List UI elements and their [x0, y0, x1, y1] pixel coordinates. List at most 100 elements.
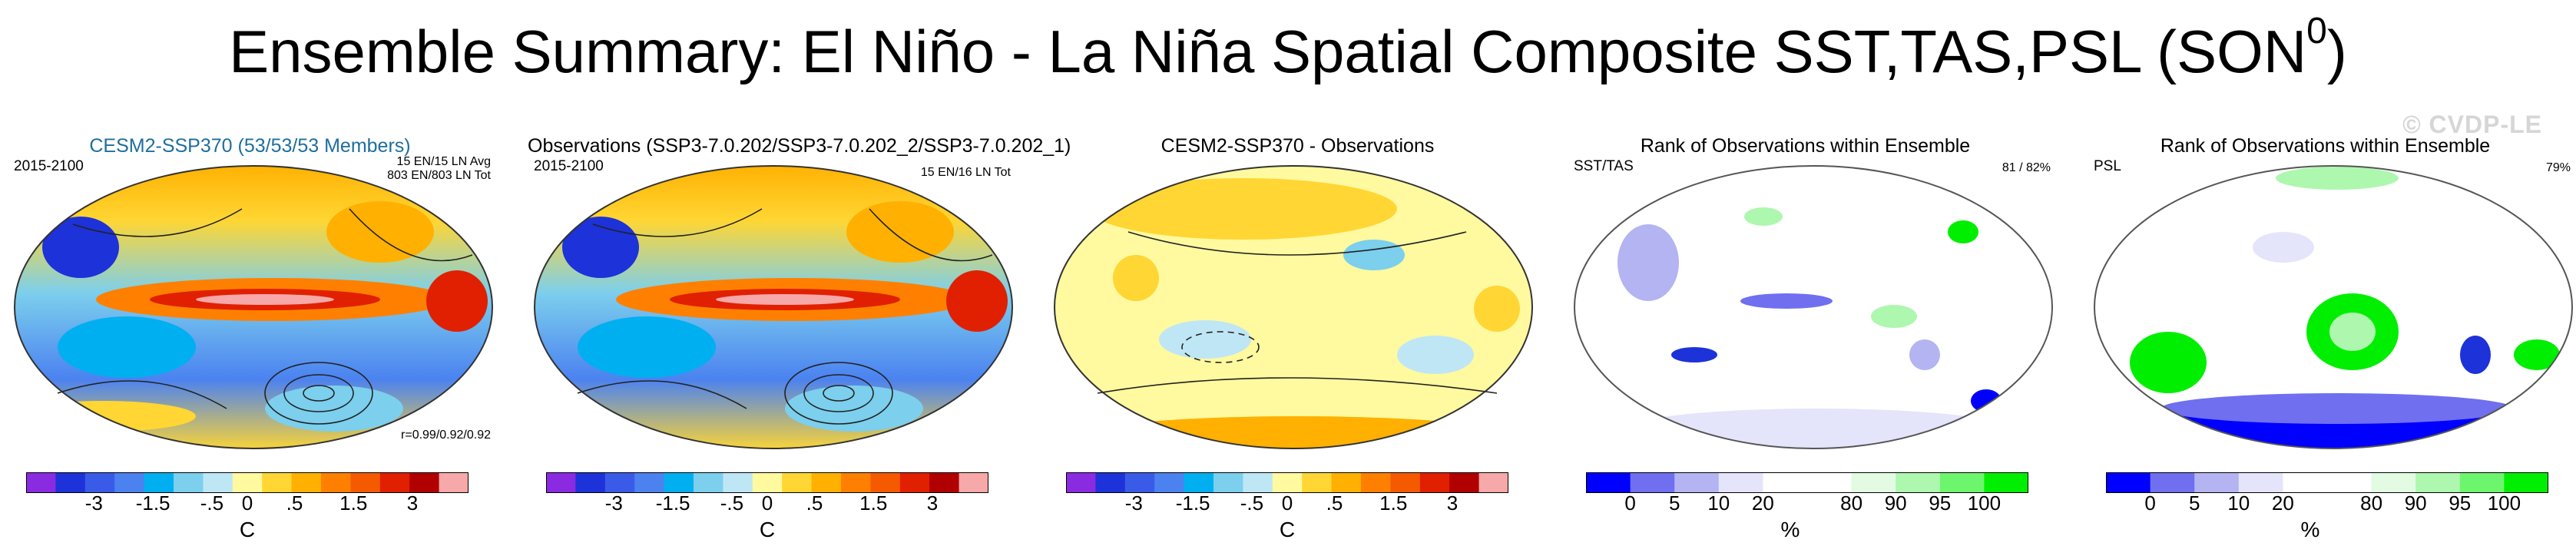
- colorbar-tick-label: 3: [926, 491, 939, 515]
- colorbar-tick-label: 90: [2404, 491, 2427, 515]
- colorbar-swatch: [379, 472, 410, 493]
- main-title-superscript: 0: [2306, 11, 2327, 51]
- panel-title: Rank of Observations within Ensemble: [1640, 135, 1971, 157]
- colorbar-outline: [1586, 472, 2028, 493]
- panel-title: Observations (SSP3-7.0.202/SSP3-7.0.202_…: [528, 135, 1071, 157]
- colorbar-swatch: [2371, 472, 2416, 493]
- main-title-text: Ensemble Summary: El Niño - La Niña Spat…: [229, 18, 2307, 85]
- panel-stats-top: 15 EN/15 LN Avg 803 EN/803 LN Tot: [387, 155, 491, 183]
- colorbar-swatch: [870, 472, 901, 493]
- colorbar-swatch: [1066, 472, 1096, 493]
- colorbar-swatch: [144, 472, 174, 493]
- colorbar-tick-label: 1.5: [339, 491, 368, 515]
- colorbar-tick-label: -1.5: [1175, 491, 1210, 515]
- colorbar-tick-label: 1.5: [1379, 491, 1408, 515]
- colorbar-tick-label: -.5: [200, 491, 224, 515]
- colorbar-swatch: [2194, 472, 2240, 493]
- colorbar-swatch: [2459, 472, 2505, 493]
- colorbar-swatch: [2283, 472, 2328, 493]
- colorbar-tick-label: .5: [806, 491, 823, 515]
- panel-variable-label: PSL: [2094, 158, 2121, 174]
- colorbar-swatch: [604, 472, 635, 493]
- colorbar-swatch: [1478, 472, 1508, 493]
- colorbar: [546, 472, 988, 493]
- colorbar-outline: [1066, 472, 1508, 493]
- colorbar-unit: C: [759, 518, 776, 541]
- colorbar-swatch: [2238, 472, 2283, 493]
- colorbar-swatch: [55, 472, 86, 493]
- colorbar-swatch: [1807, 472, 1853, 493]
- colorbar-swatch: [1095, 472, 1126, 493]
- globe-map: [1054, 165, 1533, 449]
- colorbar-tick-label: -3: [1124, 491, 1143, 515]
- colorbar-swatch: [1124, 472, 1155, 493]
- colorbar-swatch: [321, 472, 351, 493]
- colorbar-swatch: [2327, 472, 2372, 493]
- colorbar-unit: C: [1279, 518, 1296, 541]
- colorbar-tick-label: 0: [1624, 491, 1636, 515]
- colorbar-svg: [546, 472, 988, 493]
- colorbar-tick-label: 10: [1707, 491, 1730, 515]
- colorbar-tick-label: .5: [1326, 491, 1343, 515]
- colorbar-swatch: [1718, 472, 1763, 493]
- panel-stats-top: 81 / 82%: [2002, 161, 2051, 175]
- colorbar-swatch: [84, 472, 115, 493]
- colorbar-tick-label: .5: [286, 491, 303, 515]
- panel-stats-line: 803 EN/803 LN Tot: [387, 169, 491, 182]
- colorbar: [1066, 472, 1508, 493]
- colorbar-swatch: [1390, 472, 1421, 493]
- colorbar-swatch: [1214, 472, 1243, 493]
- globe-map: [14, 165, 493, 449]
- colorbar-swatch: [262, 472, 293, 493]
- colorbar-swatch: [694, 472, 723, 493]
- panel-correlation-label: r=0.99/0.92/0.92: [401, 429, 491, 442]
- colorbar-swatch: [1184, 472, 1214, 493]
- panel-stats-line: 15 EN/15 LN Avg: [396, 155, 491, 168]
- colorbar-outline: [2106, 472, 2548, 493]
- panel-ensemble-composite: CESM2-SSP370 (53/53/53 Members) 2015-210…: [0, 0, 515, 556]
- colorbar-swatch: [1674, 472, 1720, 493]
- colorbar-swatch: [26, 472, 56, 493]
- colorbar-tick-label: 80: [1840, 491, 1863, 515]
- colorbar-tick-label: -1.5: [135, 491, 171, 515]
- panel-period-label: 2015-2100: [534, 158, 604, 174]
- colorbar-swatch: [114, 472, 145, 493]
- colorbar-swatch: [664, 472, 694, 493]
- colorbar-tick-label: -3: [84, 491, 103, 515]
- colorbar-swatch: [841, 472, 871, 493]
- colorbar-tick-label: 95: [1929, 491, 1952, 515]
- colorbar-ticks: 0 5 10 20 80 90 95 100: [1586, 491, 2028, 518]
- colorbar-swatch: [1851, 472, 1896, 493]
- panel-stats-line: 79%: [2545, 161, 2571, 174]
- colorbar-outline: [26, 472, 469, 493]
- panel-variable-label: SST/TAS: [1574, 158, 1634, 174]
- colorbar-unit: %: [1780, 518, 1800, 541]
- watermark: © CVDP-LE: [2402, 111, 2542, 138]
- colorbar-swatch: [1272, 472, 1303, 493]
- panel-observations: Observations (SSP3-7.0.202/SSP3-7.0.202_…: [520, 0, 1071, 556]
- colorbar-swatch: [929, 472, 960, 493]
- colorbar-tick-label: -1.5: [655, 491, 690, 515]
- colorbar-tick-label: 90: [1884, 491, 1907, 515]
- colorbar-svg: [1586, 472, 2028, 493]
- colorbar-ticks: -3 -1.5 -.5 0 .5 1.5 3: [26, 491, 469, 518]
- panel-stats-line: 81 / 82%: [2002, 161, 2051, 174]
- panel-period-label: 2015-2100: [14, 158, 84, 174]
- colorbar: [1586, 472, 2028, 493]
- colorbar-svg: [2106, 472, 2548, 493]
- panel-title: CESM2-SSP370 - Observations: [1161, 135, 1435, 157]
- colorbar-tick-label: 5: [2188, 491, 2200, 515]
- colorbar-swatch: [232, 472, 263, 493]
- panel-stats-top: 79%: [2546, 161, 2571, 175]
- colorbar-tick-label: 100: [1967, 491, 2002, 515]
- globe-map: [2094, 165, 2573, 449]
- colorbar-tick-label: 95: [2449, 491, 2472, 515]
- colorbar-swatch: [174, 472, 204, 493]
- colorbar-swatch: [1630, 472, 1675, 493]
- panel-rank-psl: Rank of Observations within Ensemble PSL…: [2080, 0, 2576, 556]
- colorbar-swatch: [1331, 472, 1362, 493]
- colorbar-tick-label: 20: [1751, 491, 1774, 515]
- colorbar-tick-label: 20: [2271, 491, 2294, 515]
- main-title: Ensemble Summary: El Niño - La Niña Spat…: [0, 13, 2576, 86]
- colorbar-swatch: [811, 472, 842, 493]
